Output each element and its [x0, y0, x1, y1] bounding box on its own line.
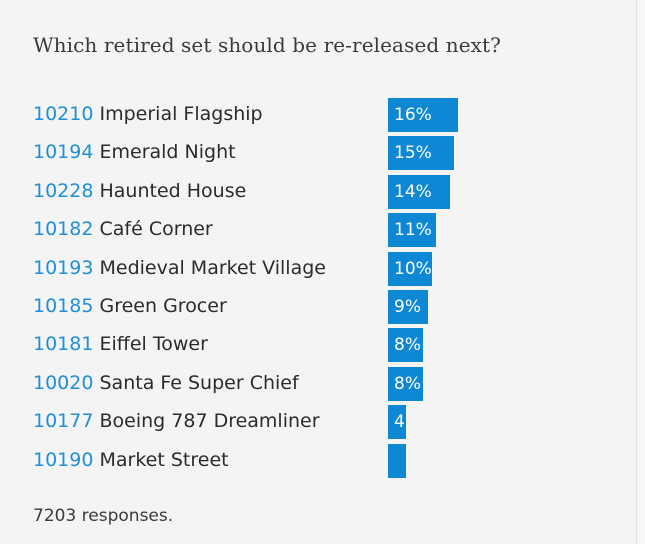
- set-number: 10194: [33, 141, 94, 164]
- set-name: Boeing 787 Dreamliner: [93, 410, 320, 433]
- result-bar: [388, 174, 450, 209]
- set-name: Santa Fe Super Chief: [93, 371, 299, 394]
- set-number: 10177: [33, 410, 94, 433]
- result-row: 10190 Market Street: [0, 443, 637, 481]
- set-name: Market Street: [93, 448, 229, 471]
- result-percent: 14%: [394, 181, 432, 202]
- set-number: 10228: [33, 179, 94, 202]
- result-label: 10020 Santa Fe Super Chief: [33, 370, 299, 396]
- result-bar: [388, 251, 432, 286]
- result-bar: [388, 290, 428, 324]
- result-label: 10182 Café Corner: [33, 216, 213, 242]
- result-row: 10181 Eiffel Tower 8%: [0, 327, 637, 365]
- poll-title: Which retired set should be re-released …: [33, 33, 501, 57]
- set-number: 10210: [33, 103, 94, 125]
- result-bar: [388, 98, 458, 132]
- result-percent: 10%: [394, 258, 432, 279]
- result-percent: 8%: [394, 373, 421, 394]
- result-row: 10020 Santa Fe Super Chief 8%: [0, 366, 637, 404]
- set-number: 10181: [33, 333, 94, 356]
- result-label: 10181 Eiffel Tower: [33, 331, 208, 357]
- result-label: 10193 Medieval Market Village: [33, 255, 326, 281]
- result-row: 10194 Emerald Night 15%: [0, 135, 637, 173]
- result-label: 10228 Haunted House: [33, 178, 246, 204]
- result-percent: 4: [394, 412, 405, 433]
- result-label: 10185 Green Grocer: [33, 293, 227, 319]
- set-number: 10193: [33, 256, 94, 279]
- result-bar: [388, 213, 436, 248]
- set-number: 10182: [33, 218, 94, 241]
- result-bar: [388, 136, 454, 171]
- set-number: 10190: [33, 448, 94, 471]
- result-row: 10193 Medieval Market Village 10%: [0, 251, 637, 289]
- result-row: 10228 Haunted House 14%: [0, 174, 637, 212]
- result-row: 10185 Green Grocer 9%: [0, 289, 637, 327]
- result-label: 10177 Boeing 787 Dreamliner: [33, 408, 320, 434]
- set-name: Medieval Market Village: [93, 256, 326, 279]
- result-bar: [388, 405, 406, 440]
- set-number: 10020: [33, 371, 94, 394]
- set-number: 10185: [33, 295, 94, 317]
- result-bar: [388, 443, 406, 478]
- set-name: Haunted House: [93, 179, 247, 202]
- result-label: 10210 Imperial Flagship: [33, 101, 263, 127]
- result-percent: 15%: [394, 143, 432, 164]
- result-bar: [388, 328, 423, 363]
- set-name: Green Grocer: [93, 295, 227, 317]
- result-bar: [388, 366, 423, 401]
- set-name: Imperial Flagship: [93, 103, 263, 125]
- result-row: 10210 Imperial Flagship 16%: [0, 97, 637, 135]
- result-percent: 9%: [394, 297, 421, 317]
- result-label: 10194 Emerald Night: [33, 139, 236, 165]
- result-row: 10182 Café Corner 11%: [0, 212, 637, 250]
- result-row: 10177 Boeing 787 Dreamliner 4: [0, 404, 637, 442]
- set-name: Café Corner: [93, 218, 213, 241]
- result-percent: 16%: [394, 105, 432, 125]
- set-name: Eiffel Tower: [93, 333, 208, 356]
- set-name: Emerald Night: [93, 141, 236, 164]
- responses-count: 7203 responses.: [33, 506, 174, 526]
- result-percent: 8%: [394, 335, 421, 356]
- result-percent: 11%: [394, 220, 432, 241]
- result-label: 10190 Market Street: [33, 447, 229, 473]
